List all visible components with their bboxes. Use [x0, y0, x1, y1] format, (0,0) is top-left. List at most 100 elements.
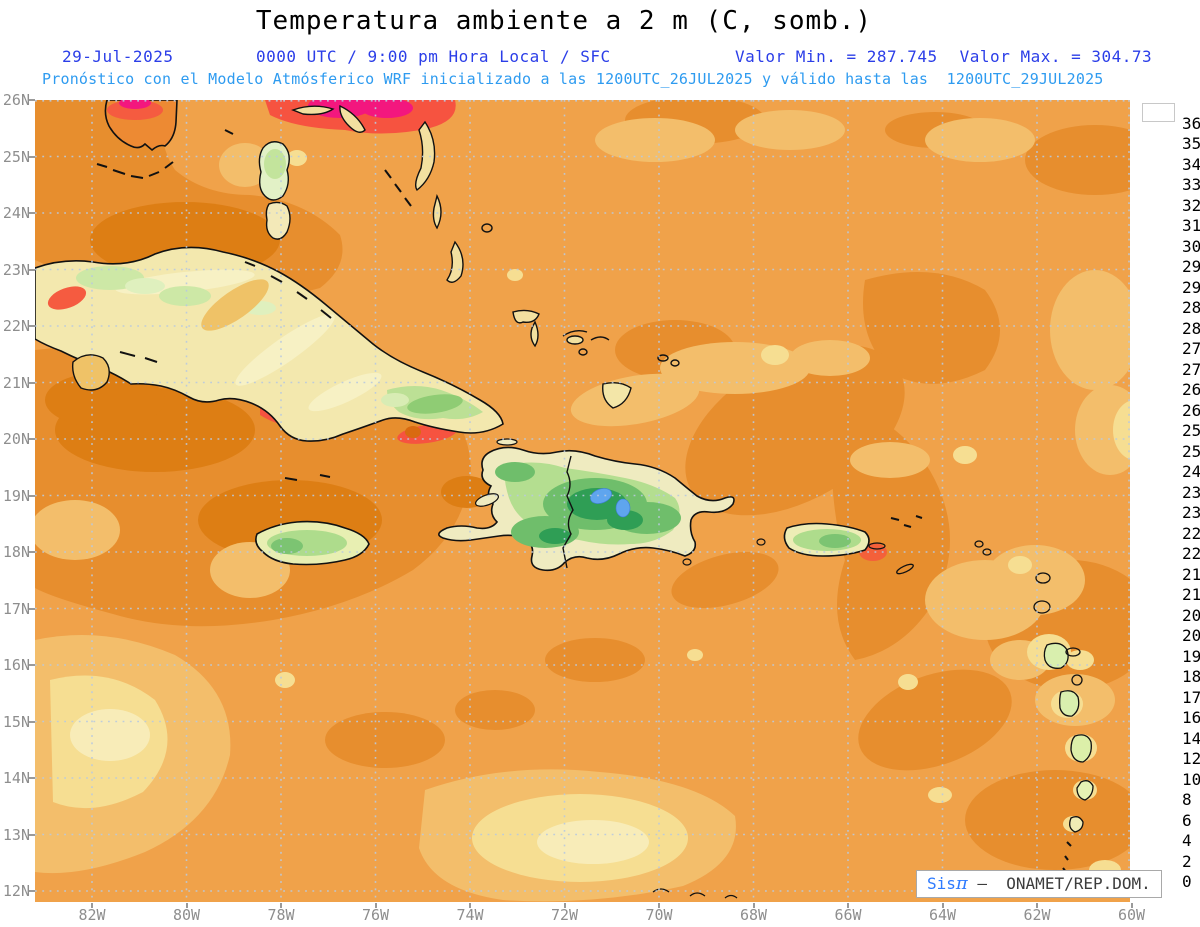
lat-label: 25N [2, 147, 30, 166]
attribution-box: Sisπ – ONAMET/REP.DOM. [916, 870, 1162, 898]
lat-label: 14N [2, 769, 30, 787]
lon-label: 64W [928, 906, 957, 924]
colorbar-label: 27.5 [1182, 339, 1200, 358]
colorbar-label: 27 [1182, 359, 1200, 379]
colorbar-label: 31.5 [1182, 216, 1200, 235]
lon-tick [374, 903, 377, 908]
lat-tick [29, 777, 35, 779]
bahamas [224, 104, 680, 409]
colorbar-label: 8 [1182, 790, 1192, 809]
lon-label: 68W [739, 906, 768, 924]
colorbar-label: 24 [1182, 462, 1200, 481]
colorbar-label: 34 [1182, 154, 1200, 174]
lat-tick [29, 551, 35, 553]
valid-time: 0000 UTC / 9:00 pm Hora Local / SFC [256, 47, 611, 66]
lat-label: 16N [2, 656, 30, 674]
lat-label: 20N [2, 430, 30, 448]
hispaniola [438, 438, 735, 572]
colorbar-label: 22.5 [1182, 523, 1200, 543]
colorbar-label: 2 [1182, 851, 1192, 871]
colorbar-label: 30.7 [1182, 236, 1200, 256]
page-title: Temperatura ambiente a 2 m (C, somb.) [255, 6, 873, 36]
colorbar-label: 29 [1182, 277, 1200, 297]
haiti-dr-border [562, 455, 574, 569]
colorbar-label: 29.7 [1182, 257, 1200, 276]
colorbar-cell [1142, 103, 1175, 122]
lat-tick [29, 494, 35, 497]
lat-label: 12N [2, 882, 30, 900]
lon-label: 78W [267, 906, 295, 924]
valor-min: Valor Min. = 287.745 [735, 47, 938, 66]
jamaica [255, 520, 370, 566]
lon-tick [1036, 903, 1038, 908]
colorbar-label: 28.5 [1182, 298, 1200, 317]
lon-label: 62W [1023, 906, 1051, 924]
colorbar-label: 16 [1182, 708, 1200, 727]
colorbar-label: 26.5 [1182, 380, 1200, 399]
colorbar-label: 26 [1182, 400, 1200, 420]
colorbar-label: 4 [1182, 831, 1192, 850]
cuba [35, 246, 504, 481]
lat-label: 21N [2, 373, 30, 392]
lesser-antilles [652, 515, 1094, 899]
minmax-values: Valor Min. = 287.745 Valor Max. = 304.73 [735, 47, 1152, 66]
lon-label: 76W [361, 906, 390, 924]
lon-label: 66W [834, 906, 862, 924]
colorbar-label: 20 [1182, 626, 1200, 645]
colorbar-label: 21 [1182, 585, 1200, 604]
lat-label: 13N [2, 825, 30, 844]
lat-label: 22N [2, 317, 30, 335]
florida [96, 100, 178, 179]
colorbar-label: 20.5 [1182, 605, 1200, 625]
colorbar-label: 23 [1182, 503, 1200, 522]
lat-label: 15N [2, 712, 30, 731]
lat-tick [29, 325, 35, 327]
colorbar-label: 33 [1182, 175, 1200, 194]
lon-tick [752, 903, 755, 908]
lon-tick [91, 903, 93, 908]
lat-tick [29, 268, 35, 271]
colorbar-label: 36 [1182, 113, 1200, 133]
lon-tick [280, 903, 282, 908]
lat-label: 24N [2, 204, 30, 222]
lon-label: 80W [172, 906, 201, 924]
cuba-cays [119, 261, 332, 481]
lat-label: 26N [2, 91, 30, 109]
colorbar-label: 12 [1182, 749, 1200, 768]
lon-tick [847, 903, 849, 908]
lat-tick [29, 664, 35, 666]
colorbar-label: 32 [1182, 195, 1200, 215]
lat-tick [29, 890, 35, 892]
lat-tick [29, 720, 35, 723]
colorbar-label: 21.5 [1182, 564, 1200, 584]
colorbar-label: 19 [1182, 646, 1200, 666]
colorbar-label: 28 [1182, 318, 1200, 338]
gridlines [35, 100, 1130, 902]
florida-keys [96, 161, 174, 179]
pi-glyph: π [955, 873, 968, 894]
lon-tick [658, 903, 660, 908]
colorbar-label: 10 [1182, 769, 1200, 789]
sispi-logo: Sis [927, 874, 956, 893]
lon-tick [563, 903, 566, 908]
lon-tick [185, 903, 188, 908]
colorbar-label: 25 [1182, 441, 1200, 461]
colorbar-label: 22 [1182, 544, 1200, 563]
lon-label: 82W [78, 906, 106, 924]
lat-tick [29, 833, 35, 836]
forecast-line: Pronóstico con el Modelo Atmósferico WRF… [42, 70, 1104, 88]
lat-tick [29, 438, 35, 440]
map-canvas [35, 100, 1130, 902]
colorbar-label: 35 [1182, 134, 1200, 153]
colorbar-label: 23.5 [1182, 482, 1200, 502]
lat-label: 17N [2, 599, 30, 618]
valor-max: Valor Max. = 304.73 [959, 47, 1153, 66]
colorbar-label: 25.5 [1182, 421, 1200, 440]
colorbar-label: 18 [1182, 667, 1200, 686]
lat-tick [29, 155, 35, 158]
lon-tick [469, 903, 471, 908]
lon-label: 70W [645, 906, 673, 924]
attribution-text: – ONAMET/REP.DOM. [967, 874, 1151, 893]
lon-label: 72W [550, 906, 579, 924]
